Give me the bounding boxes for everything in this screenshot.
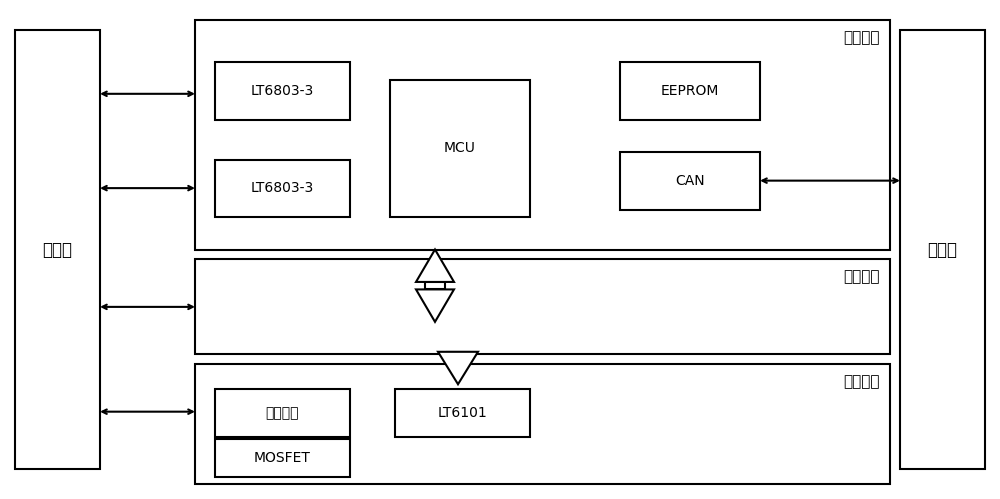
Bar xyxy=(195,364,890,484)
Text: 均衡模块: 均衡模块 xyxy=(843,269,880,284)
Bar xyxy=(900,30,985,469)
Bar xyxy=(425,282,445,289)
Bar xyxy=(395,389,530,437)
Text: 采样控制: 采样控制 xyxy=(843,30,880,45)
Bar xyxy=(215,160,350,217)
Bar xyxy=(447,352,469,354)
Bar xyxy=(15,30,100,469)
Bar xyxy=(215,439,350,477)
Bar xyxy=(195,20,890,250)
Text: LT6803-3: LT6803-3 xyxy=(251,84,314,98)
Text: EEPROM: EEPROM xyxy=(661,84,719,98)
Polygon shape xyxy=(416,289,454,322)
Text: 充电器: 充电器 xyxy=(928,241,958,258)
Text: 检流电阱: 检流电阱 xyxy=(266,406,299,420)
Bar xyxy=(390,80,530,217)
Text: CAN: CAN xyxy=(675,174,705,188)
Text: 功率回路: 功率回路 xyxy=(843,374,880,389)
Polygon shape xyxy=(438,352,478,384)
Polygon shape xyxy=(416,250,454,282)
Bar xyxy=(215,62,350,120)
Text: MOSFET: MOSFET xyxy=(254,451,311,465)
Bar xyxy=(620,62,760,120)
Text: MCU: MCU xyxy=(444,141,476,156)
Text: 电池组: 电池组 xyxy=(42,241,72,258)
Bar xyxy=(215,389,350,437)
Text: LT6803-3: LT6803-3 xyxy=(251,181,314,196)
Bar xyxy=(195,259,890,354)
Text: LT6101: LT6101 xyxy=(438,406,487,420)
Bar xyxy=(620,152,760,210)
